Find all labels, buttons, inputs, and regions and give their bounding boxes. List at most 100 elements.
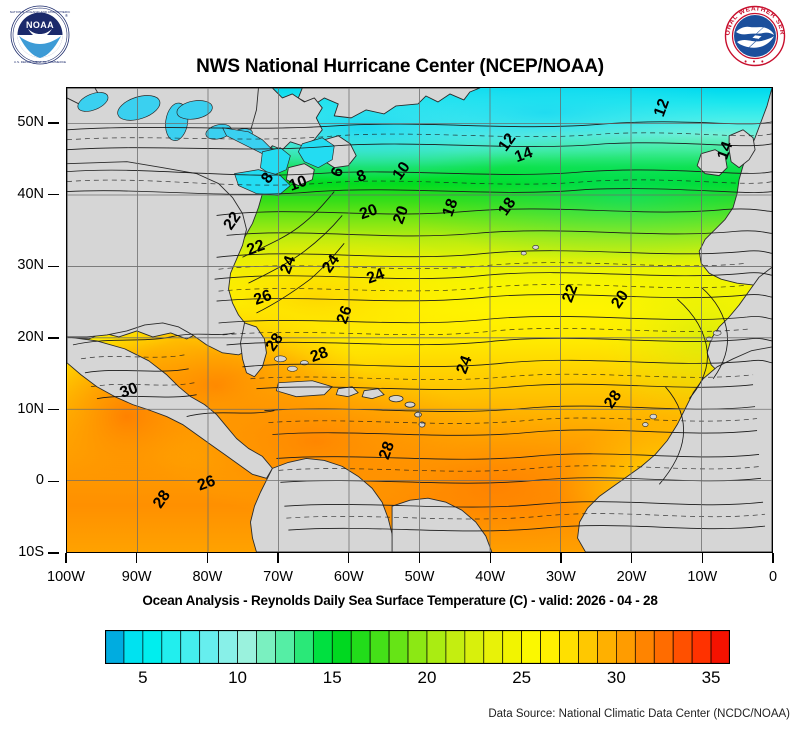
colorbar-swatch bbox=[502, 630, 523, 664]
contour-label: 20 bbox=[390, 204, 412, 227]
x-tick-mark bbox=[206, 553, 209, 563]
noaa-logo: NATIONAL OCEANIC AND ATMOSPHERIC U.S. DE… bbox=[8, 4, 72, 66]
svg-text:• • •: • • • bbox=[744, 59, 765, 66]
x-tick-mark bbox=[560, 553, 562, 563]
svg-text:NOAA: NOAA bbox=[26, 20, 54, 30]
x-tick-label: 60W bbox=[333, 569, 364, 585]
y-tick-mark bbox=[48, 408, 59, 411]
x-tick-label: 70W bbox=[263, 569, 293, 585]
colorbar-swatch bbox=[672, 630, 693, 664]
x-axis: 100W 90W 80W 70W 60W 50W 40W 30W 20W 10W 0 bbox=[47, 553, 800, 593]
x-tick-mark bbox=[630, 553, 633, 563]
y-tick-label: 40N bbox=[17, 185, 44, 202]
colorbar-swatch bbox=[142, 630, 163, 664]
colorbar-swatch bbox=[578, 630, 598, 664]
colorbar-swatch bbox=[161, 630, 182, 664]
svg-text:®: ® bbox=[65, 13, 68, 18]
colorbar-swatch bbox=[199, 630, 219, 664]
x-tick-mark bbox=[489, 553, 491, 563]
x-tick-mark bbox=[418, 553, 421, 563]
contour-label: 26 bbox=[195, 472, 218, 494]
colorbar-swatch bbox=[218, 630, 238, 664]
colorbar-swatch bbox=[483, 630, 504, 664]
contour-label: 24 bbox=[454, 354, 476, 377]
colorbar-swatch bbox=[691, 630, 712, 664]
contour-label: 22 bbox=[245, 237, 268, 259]
x-tick-label: 20W bbox=[616, 569, 647, 585]
colorbar-swatch bbox=[710, 630, 730, 664]
y-tick-label: 0 bbox=[35, 472, 44, 489]
svg-text:NATIONAL OCEANIC AND ATMOSPHER: NATIONAL OCEANIC AND ATMOSPHERIC bbox=[10, 10, 71, 14]
y-tick-mark bbox=[48, 552, 59, 554]
y-axis: 50N 40N 30N 20N 10N 0 10S bbox=[0, 87, 66, 560]
contour-label: 24 bbox=[277, 254, 299, 277]
y-tick-label: 20N bbox=[17, 328, 44, 345]
nws-logo: NATIONAL WEATHER SERVICE • • • bbox=[719, 0, 788, 68]
colorbar-tick-label: 30 bbox=[606, 668, 626, 687]
colorbar-swatch bbox=[464, 630, 485, 664]
y-tick-mark bbox=[48, 122, 59, 124]
colorbar-swatch bbox=[540, 630, 560, 664]
x-tick-label: 0 bbox=[768, 569, 778, 585]
colorbar-swatch bbox=[521, 630, 541, 664]
y-tick-label: 10N bbox=[17, 400, 44, 417]
contour-label: 26 bbox=[252, 287, 275, 309]
x-tick-mark bbox=[65, 553, 67, 563]
x-tick-label: 30W bbox=[545, 569, 576, 585]
data-source-note: Data Source: National Climatic Data Cent… bbox=[488, 708, 790, 720]
x-tick-mark bbox=[136, 553, 138, 563]
coastlines bbox=[67, 88, 772, 552]
colorbar-swatch bbox=[445, 630, 466, 664]
x-tick-label: 50W bbox=[404, 569, 435, 585]
contour-label: 10 bbox=[287, 173, 310, 195]
colorbar-swatch bbox=[653, 630, 674, 664]
contour-label: 28 bbox=[308, 344, 331, 366]
x-tick-label: 90W bbox=[121, 569, 152, 585]
colorbar-swatch bbox=[350, 630, 371, 664]
colorbar-tick-label: 15 bbox=[322, 668, 342, 687]
colorbar bbox=[105, 630, 730, 664]
colorbar-swatch bbox=[256, 630, 276, 664]
y-tick-label: 30N bbox=[17, 257, 44, 274]
svg-text:U.S. DEPARTMENT OF COMMERCE: U.S. DEPARTMENT OF COMMERCE bbox=[14, 60, 66, 64]
colorbar-swatch bbox=[312, 630, 333, 664]
x-tick-label: 40W bbox=[475, 569, 506, 585]
colorbar-tick-label: 20 bbox=[417, 668, 437, 687]
colorbar-swatch bbox=[123, 630, 144, 664]
y-tick-label: 10S bbox=[18, 544, 44, 560]
y-tick-mark bbox=[48, 193, 59, 196]
contour-label: 12 bbox=[651, 97, 673, 120]
contour-label: 20 bbox=[357, 201, 380, 223]
colorbar-frame bbox=[105, 630, 730, 664]
contour-label: 30 bbox=[118, 380, 141, 402]
colorbar-tick-label: 10 bbox=[228, 668, 248, 687]
colorbar-swatch bbox=[597, 630, 617, 664]
colorbar-swatch bbox=[559, 630, 579, 664]
y-tick-mark bbox=[48, 337, 59, 339]
y-tick-mark bbox=[48, 480, 59, 482]
chart-subtitle: Ocean Analysis - Reynolds Daily Sea Surf… bbox=[142, 593, 658, 608]
contour-label: 26 bbox=[334, 304, 356, 327]
colorbar-swatch bbox=[388, 630, 409, 664]
colorbar-swatch bbox=[634, 630, 655, 664]
x-tick-mark bbox=[277, 553, 279, 563]
x-tick-mark bbox=[348, 553, 350, 563]
colorbar-swatch bbox=[275, 630, 295, 664]
colorbar-tick-label: 5 bbox=[138, 668, 148, 687]
colorbar-swatch bbox=[331, 630, 352, 664]
colorbar-tick-labels: 5 10 15 20 25 30 35 bbox=[105, 668, 730, 694]
colorbar-tick-label: 25 bbox=[512, 668, 532, 687]
colorbar-swatch bbox=[294, 630, 314, 664]
colorbar-swatch bbox=[180, 630, 201, 664]
contour-label: 14 bbox=[512, 144, 535, 166]
contour-label: 14 bbox=[714, 139, 736, 162]
contour-label: 18 bbox=[439, 196, 461, 219]
graticule bbox=[67, 88, 772, 552]
colorbar-swatch bbox=[237, 630, 257, 664]
great-lakes bbox=[77, 92, 274, 155]
x-tick-label: 100W bbox=[47, 569, 85, 585]
colorbar-swatches bbox=[105, 630, 730, 664]
colorbar-swatch bbox=[105, 630, 125, 664]
x-tick-label: 80W bbox=[192, 569, 223, 585]
